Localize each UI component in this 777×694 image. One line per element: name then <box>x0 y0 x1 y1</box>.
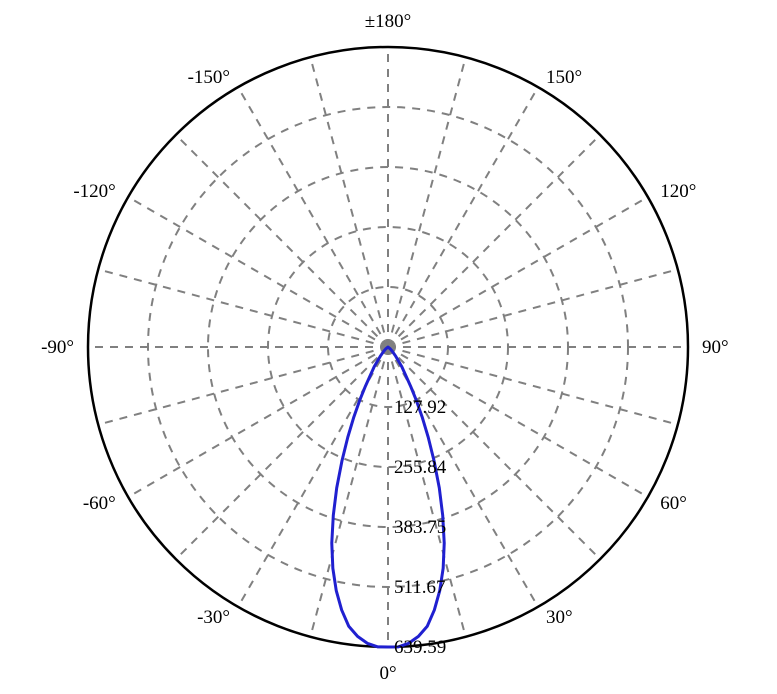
angle-label: 30° <box>546 607 573 628</box>
radial-tick-label: 255.84 <box>394 457 447 478</box>
angle-label: -60° <box>83 493 116 514</box>
radial-tick-label: 383.75 <box>394 517 446 538</box>
angle-label: ±180° <box>365 11 412 32</box>
angle-label: 120° <box>660 181 696 202</box>
angle-label: -30° <box>197 607 230 628</box>
angle-label: -120° <box>73 181 115 202</box>
angle-label: 0° <box>379 663 396 684</box>
radial-tick-label: 639.59 <box>394 637 446 658</box>
angle-label: 60° <box>660 493 687 514</box>
angle-label: -90° <box>41 337 74 358</box>
radial-tick-label: 127.92 <box>394 397 446 418</box>
polar-chart: 127.92 255.84 383.75 511.67 639.59 0° 30° 60° 90… <box>0 0 777 694</box>
angle-label: 150° <box>546 67 582 88</box>
polar-chart-svg: 127.92 255.84 383.75 511.67 639.59 0° 30° 60° 90… <box>0 0 777 694</box>
radial-tick-label: 511.67 <box>394 577 446 598</box>
angle-label: -150° <box>188 67 230 88</box>
angle-label: 90° <box>702 337 729 358</box>
